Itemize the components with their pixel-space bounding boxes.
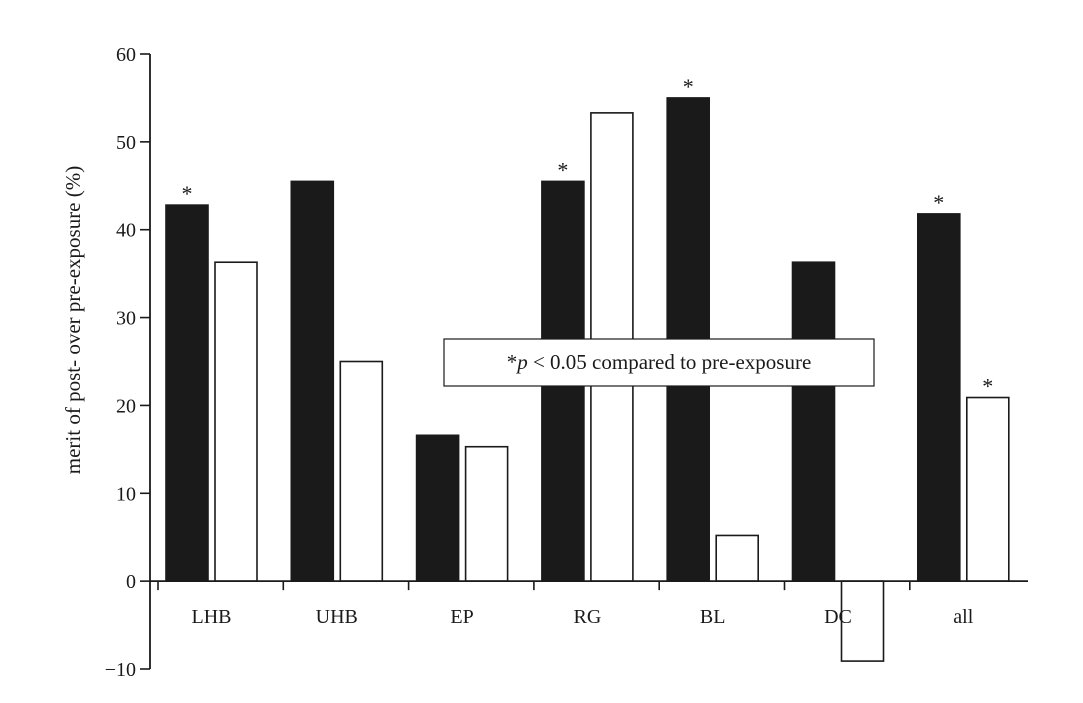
y-tick-label-10: 10 <box>116 483 136 505</box>
x-tick-label-dc: DC <box>824 606 852 628</box>
x-tick-label-uhb: UHB <box>316 606 358 628</box>
bar-ep-series-1 <box>415 434 460 582</box>
y-tick-label-40: 40 <box>116 220 136 242</box>
significance-star-lhb-series-1: * <box>182 181 193 206</box>
plot-area: * LHB UHB EP * RG * BL DC * * all −10 0 10 20 30 40 50 60 <box>105 44 1028 681</box>
bar-uhb-series-1 <box>290 180 335 582</box>
bar-all-series-2 <box>965 396 1010 582</box>
bar-all-series-1 <box>916 213 961 582</box>
x-tick-label-ep: EP <box>450 606 473 628</box>
bar-lhb-series-1 <box>165 204 209 582</box>
significance-star-all-series-1: * <box>933 190 944 215</box>
bar-lhb-series-2 <box>214 261 258 582</box>
annotation-prefix: * <box>507 350 518 374</box>
x-tick-label-lhb: LHB <box>192 606 232 628</box>
significance-star-all-series-2: * <box>982 374 993 399</box>
bar-ep-series-2 <box>464 445 509 582</box>
y-axis-label: merit of post- over pre-exposure (%) <box>61 166 85 474</box>
annotation-italic: p <box>515 350 528 374</box>
annotation-text: *p < 0.05 compared to pre-exposure <box>507 350 812 374</box>
y-tick-label-60: 60 <box>116 44 136 66</box>
x-tick-label-bl: BL <box>700 606 726 628</box>
bar-uhb-series-2 <box>339 360 384 582</box>
y-tick-label--10: −10 <box>105 659 136 681</box>
y-tick-label-20: 20 <box>116 395 136 417</box>
bar-bl-series-2 <box>715 534 760 582</box>
bar-dc-series-1 <box>791 261 836 582</box>
x-tick-label-rg: RG <box>574 606 602 628</box>
significance-star-rg-series-1: * <box>557 157 568 182</box>
x-tick-label-all: all <box>953 606 973 628</box>
annotation-rest: < 0.05 compared to pre-exposure <box>528 350 812 374</box>
y-tick-label-50: 50 <box>116 132 136 154</box>
significance-star-bl-series-1: * <box>683 74 694 99</box>
bar-dc-series-2 <box>840 580 885 662</box>
y-tick-label-0: 0 <box>126 571 136 593</box>
y-tick-label-30: 30 <box>116 308 136 330</box>
annotation-box: *p < 0.05 compared to pre-exposure <box>443 338 875 387</box>
